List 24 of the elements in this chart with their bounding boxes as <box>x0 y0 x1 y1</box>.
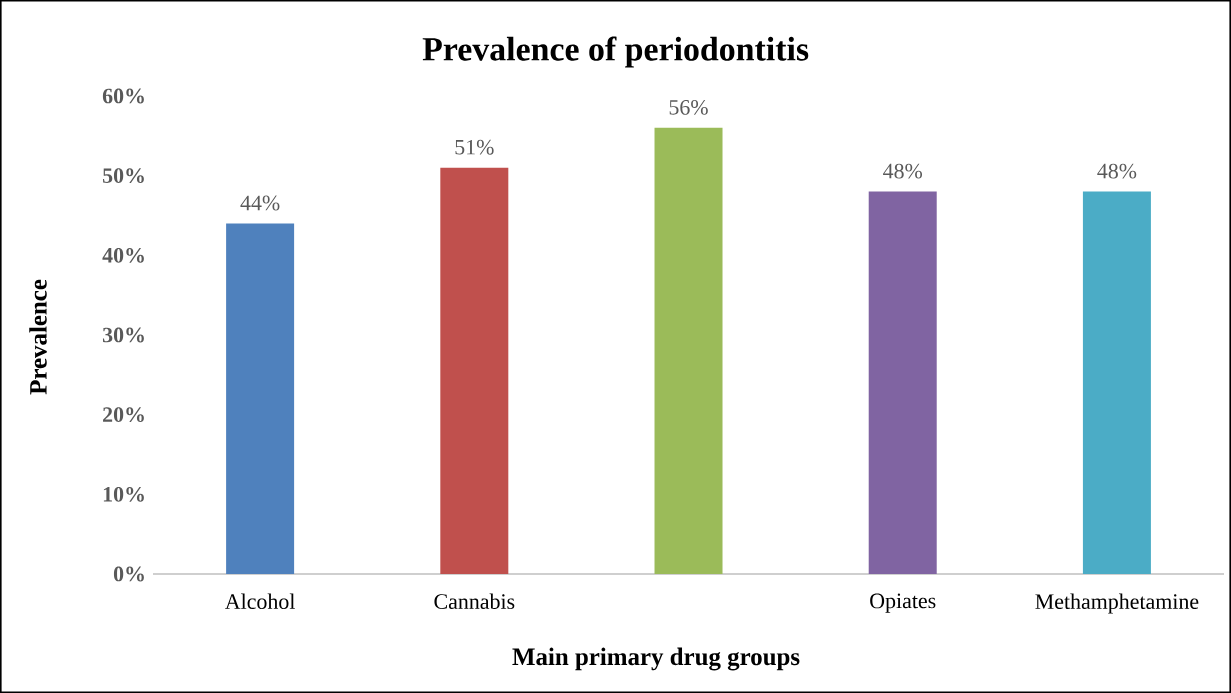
x-tick-label: Opiates <box>870 593 936 613</box>
y-tick-label: 40% <box>102 247 144 263</box>
bar <box>1082 191 1151 574</box>
y-tick-label: 0% <box>113 566 144 582</box>
y-tick-label: 30% <box>102 327 144 343</box>
y-tick-label: 50% <box>103 168 144 184</box>
x-axis-title: Main primary drug groups <box>512 647 800 671</box>
data-label: 56% <box>669 99 708 115</box>
x-tick-label: Methamphetamine <box>1035 593 1199 614</box>
data-label: 48% <box>883 163 923 179</box>
y-tick-label: 20% <box>103 407 144 423</box>
x-tick-label: Alcohol <box>225 593 295 609</box>
y-axis-title: Prevalence <box>29 279 47 395</box>
data-label: 44% <box>240 195 280 211</box>
y-tick-label: 60% <box>102 88 144 104</box>
x-tick-label: Cannabis <box>434 593 515 609</box>
bar <box>226 223 295 574</box>
bar <box>868 191 937 574</box>
data-label: 51% <box>455 139 494 155</box>
bar <box>654 127 723 574</box>
data-label: 48% <box>1097 163 1137 179</box>
bar <box>440 167 509 574</box>
y-tick-label: 10% <box>103 486 144 502</box>
chart-title: Prevalence of periodontitis <box>422 36 809 68</box>
